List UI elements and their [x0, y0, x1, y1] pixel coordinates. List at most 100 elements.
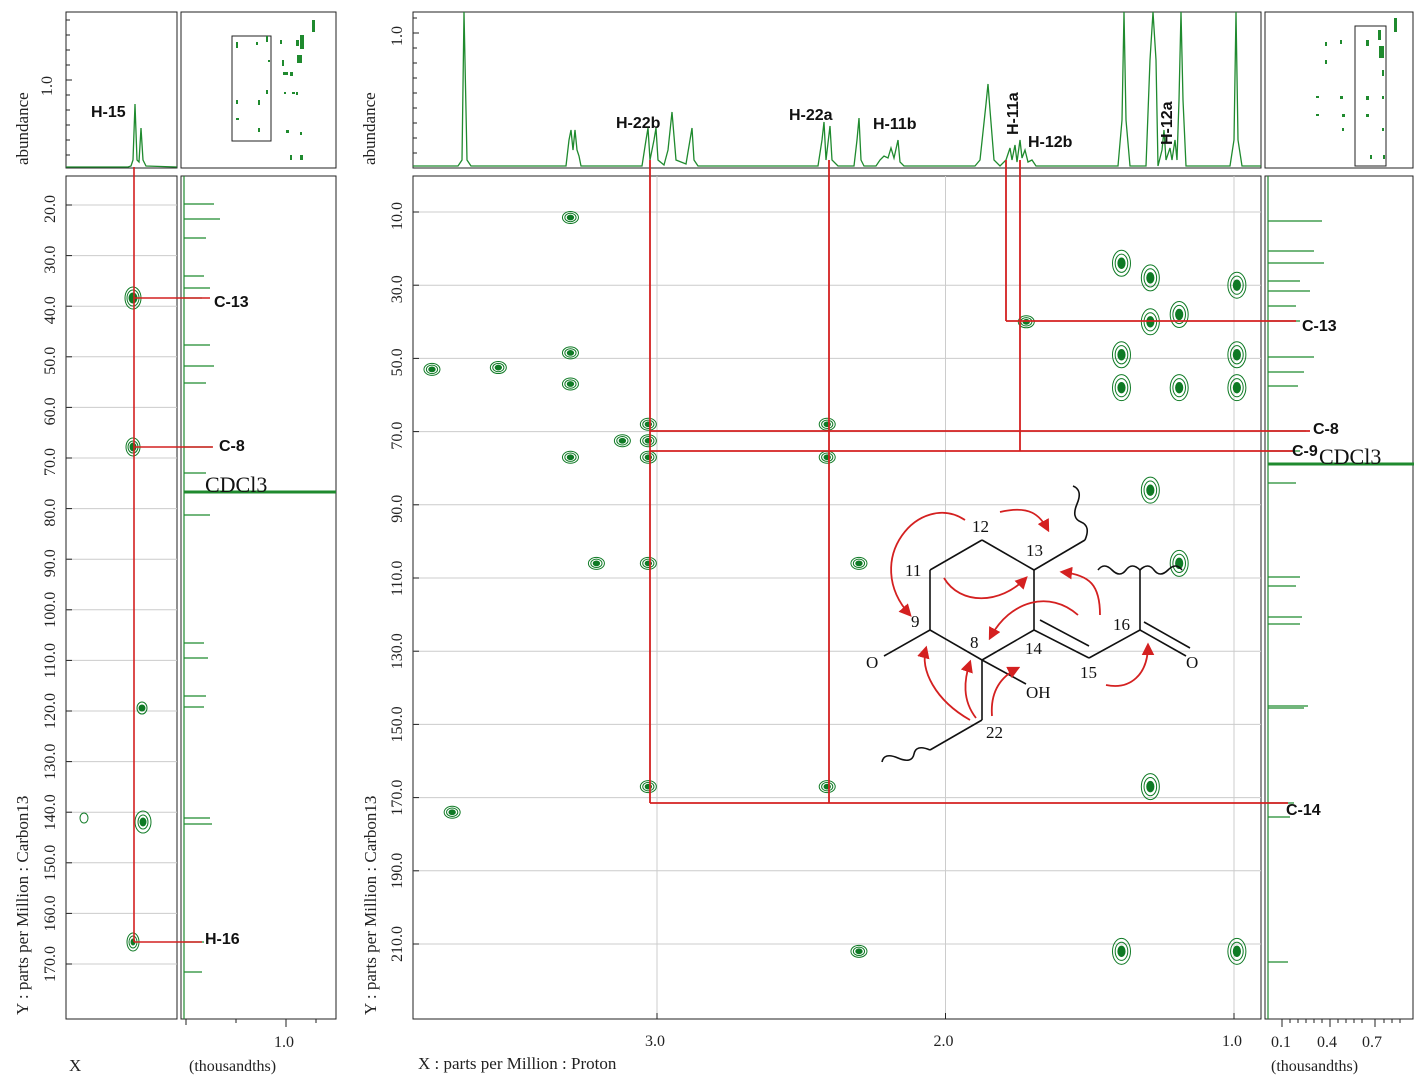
atom-oh: OH	[1026, 683, 1051, 702]
cross-peak-contour	[616, 436, 629, 446]
cross-peak-core	[1175, 308, 1184, 321]
cross-peak-core	[566, 381, 575, 387]
cross-peak-contour	[639, 780, 657, 794]
cross-peak-contour	[561, 377, 579, 391]
cross-peak-contour	[852, 946, 866, 957]
cross-peak-contour	[561, 450, 579, 464]
left-ytick-label: 150.0	[42, 845, 59, 881]
cross-peak-contour	[850, 556, 868, 570]
cross-peak	[561, 346, 579, 360]
cross-peak-core	[1117, 945, 1126, 958]
cross-peak-core	[618, 437, 627, 444]
left-projection-xtick: 1.0	[274, 1034, 294, 1051]
left-ytick-label: 50.0	[42, 347, 59, 375]
cross-peak-core	[1117, 257, 1126, 269]
left-top-ytick: 1.0	[39, 76, 56, 96]
chemical-structure	[881, 485, 1191, 763]
cross-peak	[587, 556, 605, 570]
cross-peak-contour	[642, 436, 655, 446]
cross-peak-contour	[1172, 378, 1186, 398]
cross-peak-contour	[642, 781, 655, 792]
cross-peak-contour	[821, 419, 834, 429]
right-ytick-label: 110.0	[389, 561, 406, 596]
right-ytick-label: 90.0	[389, 495, 406, 523]
cross-peak	[639, 434, 657, 448]
label-right-c8: C-8	[1313, 421, 1339, 438]
cross-peak-core	[1232, 381, 1241, 394]
right-top-spectrum-frame	[412, 11, 1262, 169]
structure-atom-labels: 12 13 11 9 8 14 16 15 22 O O OH	[866, 517, 1198, 742]
left-correlation-lines	[133, 167, 213, 943]
label-right-c9: C-9	[1292, 443, 1318, 460]
left-ytick-label: 160.0	[42, 895, 59, 931]
cross-peak-core	[428, 366, 436, 373]
cross-peak-core	[592, 560, 601, 567]
cross-peak-contour	[850, 944, 868, 958]
atom-o-left: O	[866, 653, 878, 672]
atom-12: 12	[972, 517, 989, 536]
cross-peak	[639, 556, 657, 570]
label-h22a: H-22a	[789, 107, 833, 124]
left-top-ticks	[66, 19, 72, 156]
cross-peak	[1227, 271, 1247, 299]
right-gridlines	[413, 176, 1261, 1019]
left-projection-frame	[180, 175, 337, 1020]
cross-peak-contour	[1227, 341, 1247, 369]
cross-peak-contour	[639, 417, 657, 431]
cross-peak-contour	[561, 346, 579, 360]
cross-peak-contour	[1172, 304, 1186, 325]
cross-peak-contour	[1227, 374, 1247, 402]
atom-o-right: O	[1186, 653, 1198, 672]
cross-peak-contour	[821, 452, 834, 462]
label-h11b: H-11b	[873, 116, 917, 133]
cross-peak	[423, 362, 441, 376]
left-projection-xlabel: (thousandths)	[189, 1058, 276, 1075]
atom-9: 9	[911, 612, 920, 631]
right-ytick-label: 130.0	[389, 633, 406, 669]
cross-peak-contour	[425, 364, 439, 375]
left-projection-peaks	[184, 203, 220, 973]
cross-peak-core	[1146, 272, 1155, 284]
atom-22: 22	[986, 723, 1003, 742]
right-top-ticks	[413, 17, 419, 154]
left-top-ylabel: abundance	[13, 92, 32, 165]
cross-peak-contour	[423, 362, 441, 376]
atom-14: 14	[1025, 639, 1043, 658]
cross-peak-core	[1232, 349, 1241, 361]
cross-peak	[613, 434, 631, 448]
cross-peak-contour	[492, 362, 505, 373]
cross-peak-contour	[639, 434, 657, 448]
cross-peak-contour	[564, 452, 577, 462]
atom-11: 11	[905, 561, 921, 580]
right-cross-peaks	[423, 210, 1247, 965]
left-ylabel: Y : parts per Million : Carbon13	[13, 796, 32, 1015]
right-projection-xticks	[1281, 1019, 1401, 1027]
cross-peak	[1227, 937, 1247, 965]
right-projection-xtick-2: 0.4	[1317, 1034, 1337, 1051]
cross-peak-contour	[564, 379, 577, 389]
cross-peak-contour	[1169, 549, 1189, 577]
left-projection-xticks	[185, 1019, 317, 1027]
cross-peak-core	[566, 454, 575, 461]
right-top-ylabel: abundance	[360, 92, 379, 165]
cross-peak	[639, 450, 657, 464]
label-h22b: H-22b	[616, 115, 661, 132]
left-ytick-label: 60.0	[42, 397, 59, 425]
left-ytick-label: 120.0	[42, 693, 59, 729]
left-panel: abundance 1.0 H-15 20.0 30.0 40.0 50.0 60.0 7…	[13, 11, 337, 1075]
right-projection-frame	[1264, 175, 1414, 1020]
left-thumbnail-dots	[236, 20, 315, 160]
cross-peak-contour	[1140, 476, 1160, 504]
left-peak-120	[136, 701, 148, 715]
left-xlabel: X	[69, 1056, 81, 1075]
cross-peak-contour	[446, 807, 459, 817]
left-ytick-label: 140.0	[42, 794, 59, 830]
cross-peak-core	[1175, 381, 1184, 394]
right-ytick-label: 30.0	[389, 275, 406, 303]
cross-peak-core	[1117, 349, 1126, 361]
cross-peak-core	[1232, 945, 1241, 958]
cross-peak	[1169, 549, 1189, 577]
cross-peak-contour	[564, 212, 577, 223]
cross-peak-contour	[639, 556, 657, 570]
